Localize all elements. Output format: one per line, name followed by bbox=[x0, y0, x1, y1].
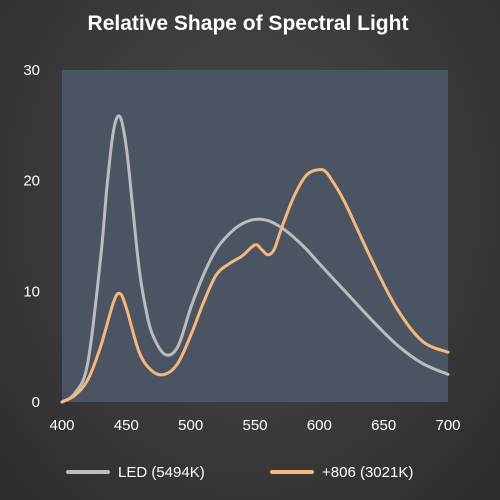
series-line-0 bbox=[60, 114, 450, 404]
x-tick-label: 600 bbox=[307, 417, 332, 434]
x-tick-label: 550 bbox=[242, 417, 267, 434]
x-tick-label: 650 bbox=[371, 417, 396, 434]
y-tick-label: 0 bbox=[32, 394, 40, 411]
x-tick-label: 450 bbox=[114, 417, 139, 434]
y-axis-ticks: 0 10 20 30 bbox=[23, 62, 40, 411]
x-tick-label: 500 bbox=[178, 417, 203, 434]
series-line-1 bbox=[60, 167, 450, 404]
plot-area bbox=[62, 70, 448, 402]
x-tick-label: 400 bbox=[49, 417, 74, 434]
x-tick-label: 700 bbox=[435, 417, 460, 434]
y-tick-label: 20 bbox=[23, 173, 40, 190]
series-lines bbox=[60, 114, 450, 404]
chart-title: Relative Shape of Spectral Light bbox=[88, 12, 409, 35]
legend-label: LED (5494K) bbox=[118, 464, 205, 481]
y-tick-label: 30 bbox=[23, 62, 40, 79]
legend-label: +806 (3021K) bbox=[322, 464, 413, 481]
y-tick-label: 10 bbox=[23, 283, 40, 300]
legend: LED (5494K) +806 (3021K) bbox=[66, 464, 413, 481]
x-axis-ticks: 400 450 500 550 600 650 700 bbox=[49, 417, 460, 434]
